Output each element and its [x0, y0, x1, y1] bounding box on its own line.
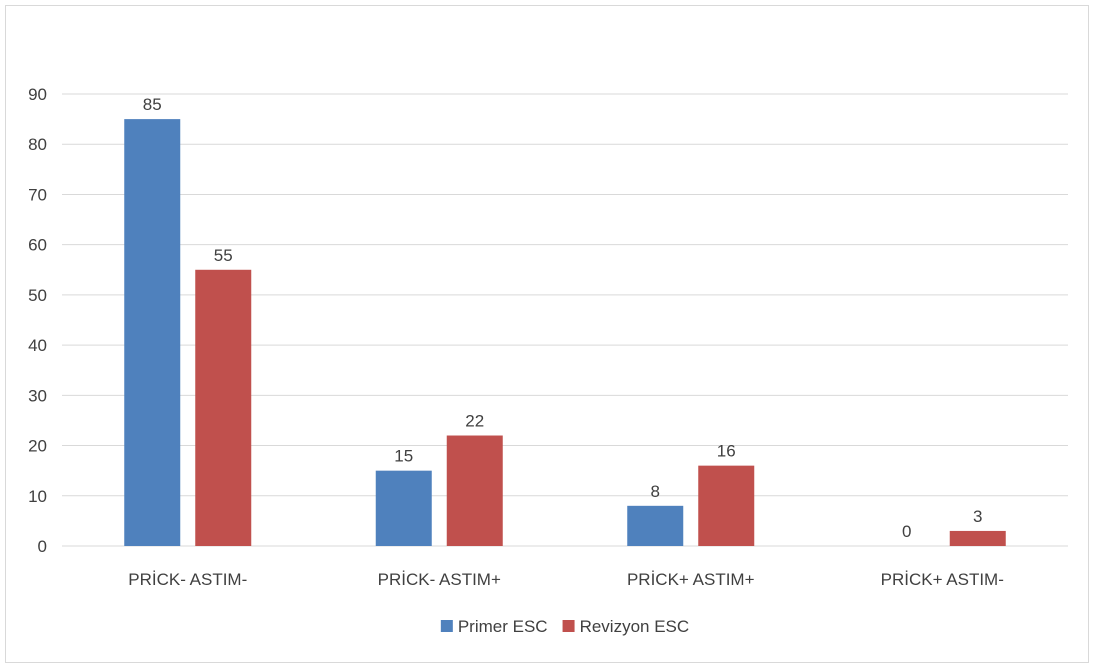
data-label: 3 [973, 507, 982, 526]
bar [446, 435, 503, 546]
data-label: 15 [394, 447, 413, 466]
y-tick-label: 0 [38, 537, 47, 556]
x-category-label: PRİCK- ASTIM+ [378, 570, 501, 589]
x-category-label: PRİCK+ ASTIM+ [627, 570, 755, 589]
legend-swatch [440, 620, 453, 632]
data-label: 22 [465, 412, 484, 431]
legend-label: Revizyon ESC [580, 617, 690, 636]
bar [949, 530, 1006, 546]
data-label: 0 [902, 522, 911, 541]
bar [195, 269, 252, 546]
y-axis-tick-labels: 0 10 20 30 40 50 60 70 80 90 [28, 85, 47, 556]
bar [375, 470, 432, 546]
bar [698, 465, 755, 546]
y-tick-label: 80 [28, 135, 47, 154]
data-labels: 85 55 15 22 8 16 0 3 [143, 95, 983, 541]
y-tick-label: 10 [28, 487, 47, 506]
data-label: 85 [143, 95, 162, 114]
y-tick-label: 70 [28, 185, 47, 204]
bar [627, 505, 684, 546]
x-category-label: PRİCK- ASTIM- [128, 570, 247, 589]
x-category-label: PRİCK+ ASTIM- [881, 570, 1004, 589]
data-label: 16 [717, 442, 736, 461]
y-tick-label: 40 [28, 336, 47, 355]
data-label: 8 [651, 482, 660, 501]
bars [124, 119, 1006, 546]
bar [124, 119, 181, 546]
data-label: 55 [214, 246, 233, 265]
legend-swatch [562, 620, 575, 632]
legend-label: Primer ESC [458, 617, 548, 636]
chart-frame [5, 5, 1089, 663]
y-tick-label: 20 [28, 437, 47, 456]
y-tick-label: 50 [28, 286, 47, 305]
y-tick-label: 90 [28, 85, 47, 104]
y-tick-label: 60 [28, 236, 47, 255]
y-tick-label: 30 [28, 386, 47, 405]
x-axis-category-labels: PRİCK- ASTIM- PRİCK- ASTIM+ PRİCK+ ASTIM+ P… [128, 570, 1004, 589]
legend: Primer ESC Revizyon ESC [440, 617, 690, 636]
